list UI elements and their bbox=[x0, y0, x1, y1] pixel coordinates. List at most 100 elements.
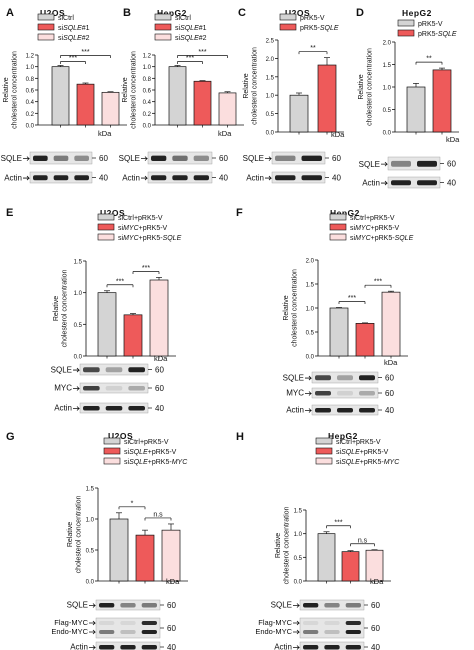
legend-label: siSQLE+pRK5-MYC bbox=[336, 459, 400, 466]
legend-label: siSQLE#2 bbox=[175, 35, 207, 42]
arrow-icon bbox=[381, 161, 388, 167]
y-tick-label: 1.0 bbox=[26, 65, 35, 71]
blot-band bbox=[303, 603, 319, 608]
kda-label: kDa bbox=[331, 130, 345, 139]
legend-label: siMYC+pRK5-V bbox=[118, 225, 168, 232]
blot-label: SQLE bbox=[1, 154, 22, 163]
legend-swatch bbox=[315, 447, 333, 455]
legend-label: pRK5-SQLE bbox=[300, 25, 339, 32]
legend-swatch bbox=[397, 19, 415, 27]
bar bbox=[289, 94, 309, 133]
blot-label: Flag-MYC bbox=[258, 618, 292, 627]
blot-band bbox=[172, 175, 188, 181]
legend-label: siMYC+pRK5-SQLE bbox=[350, 235, 414, 242]
marker-label: 60 bbox=[167, 624, 176, 633]
marker-label: 40 bbox=[371, 643, 380, 650]
y-tick-label: 0.8 bbox=[143, 77, 152, 83]
marker-label: 60 bbox=[447, 160, 456, 169]
legend-swatch bbox=[279, 13, 297, 21]
legend-label: siSQLE+pRK5-MYC bbox=[124, 459, 188, 466]
marker-label: 60 bbox=[371, 601, 380, 610]
sig-label: *** bbox=[374, 279, 382, 286]
flag-myc-band bbox=[345, 621, 361, 625]
legend-swatch bbox=[97, 233, 115, 241]
blot-strip: MYC 60 bbox=[54, 382, 164, 394]
blot-band bbox=[105, 386, 123, 391]
marker-label: 40 bbox=[99, 174, 108, 183]
y-axis-label: Relative cholesterol concentration bbox=[358, 48, 374, 126]
legend-swatch bbox=[97, 213, 115, 221]
y-tick-label: 2.0 bbox=[306, 259, 315, 265]
blot-strip: SQLE 60 bbox=[243, 151, 341, 165]
blot-band bbox=[315, 375, 331, 381]
flag-myc-band bbox=[99, 621, 115, 625]
blot-band bbox=[120, 603, 136, 608]
blot-band bbox=[74, 175, 89, 181]
arrow-icon bbox=[23, 156, 30, 161]
y-tick-label: 0.5 bbox=[86, 549, 95, 555]
kda-label: kDa bbox=[384, 358, 398, 367]
y-tick-label: 0.5 bbox=[294, 556, 303, 562]
blot-label: Endo-MYC bbox=[51, 627, 88, 636]
blot-band bbox=[120, 645, 136, 650]
bar bbox=[355, 323, 375, 357]
legend-swatch bbox=[315, 437, 333, 445]
legend-label: siCtrl bbox=[175, 15, 191, 22]
y-tick-label: 2.0 bbox=[266, 57, 275, 63]
legend-label: siSQLE#2 bbox=[58, 35, 90, 42]
y-tick-label: 1.5 bbox=[86, 487, 95, 493]
legend-label: siCtrl+pRK5-V bbox=[124, 439, 169, 446]
blot-band bbox=[193, 155, 209, 161]
arrow-icon bbox=[73, 367, 80, 373]
endo-myc-band bbox=[120, 630, 136, 634]
blot-band bbox=[359, 391, 375, 396]
endo-myc-band bbox=[303, 630, 319, 634]
blot-band bbox=[105, 406, 123, 411]
arrow-icon bbox=[141, 156, 148, 161]
blot-label: Actin bbox=[286, 406, 304, 415]
bar bbox=[109, 518, 129, 582]
endo-myc-band bbox=[324, 630, 340, 634]
blot-band bbox=[53, 155, 69, 161]
bar bbox=[317, 64, 337, 133]
y-tick-label: 0.0 bbox=[383, 131, 392, 137]
arrow-icon bbox=[305, 408, 312, 413]
blot-band bbox=[417, 160, 437, 167]
blot-strip: Actin 40 bbox=[286, 404, 394, 416]
bar bbox=[123, 314, 143, 357]
legend-label: siSQLE#1 bbox=[175, 25, 207, 32]
blot-label: SQLE bbox=[271, 601, 292, 610]
blot-band bbox=[391, 160, 411, 167]
blot-label: MYC bbox=[286, 389, 304, 398]
blot-band bbox=[151, 155, 167, 161]
arrow-icon bbox=[265, 156, 272, 161]
panel-label: G bbox=[6, 431, 15, 443]
y-tick-label: 0.6 bbox=[26, 89, 35, 95]
y-axis-label: Relative cholesterol concentration bbox=[275, 506, 291, 584]
marker-label: 60 bbox=[385, 389, 394, 398]
marker-label: 60 bbox=[155, 384, 164, 393]
blot-strip: Actin 40 bbox=[54, 402, 164, 414]
blot-strip: Actin 40 bbox=[70, 641, 176, 650]
panel-title: U2OS bbox=[108, 431, 133, 441]
bar bbox=[381, 291, 401, 357]
legend-swatch bbox=[103, 437, 121, 445]
arrow-icon bbox=[89, 603, 96, 608]
sig-label: *** bbox=[186, 55, 194, 62]
sig-label: *** bbox=[142, 265, 150, 272]
panel-title: HepG2 bbox=[402, 8, 432, 18]
blot-band bbox=[345, 645, 361, 650]
blot-band bbox=[417, 180, 437, 186]
legend-swatch bbox=[103, 457, 121, 465]
blot-band bbox=[301, 155, 322, 161]
endo-myc-band bbox=[345, 630, 361, 634]
kda-label: kDa bbox=[166, 577, 180, 586]
panel-label: C bbox=[238, 7, 246, 19]
bar bbox=[218, 92, 237, 126]
legend-swatch bbox=[279, 23, 297, 31]
endo-myc-band bbox=[141, 630, 157, 634]
marker-label: 60 bbox=[167, 601, 176, 610]
blot-strip: Actin 40 bbox=[122, 171, 228, 184]
